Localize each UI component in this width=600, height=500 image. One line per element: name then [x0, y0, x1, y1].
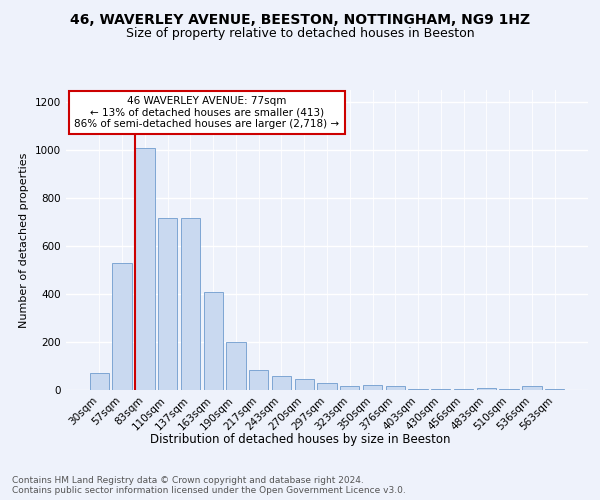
Text: 46 WAVERLEY AVENUE: 77sqm
← 13% of detached houses are smaller (413)
86% of semi: 46 WAVERLEY AVENUE: 77sqm ← 13% of detac…	[74, 96, 340, 129]
Bar	[499, 389, 519, 390]
Text: Contains HM Land Registry data © Crown copyright and database right 2024.
Contai: Contains HM Land Registry data © Crown c…	[12, 476, 406, 495]
Bar	[158, 218, 178, 390]
Bar	[112, 263, 132, 390]
Bar	[249, 370, 268, 390]
Text: Distribution of detached houses by size in Beeston: Distribution of detached houses by size …	[150, 432, 450, 446]
Bar	[135, 148, 155, 390]
Bar	[409, 389, 428, 390]
Bar	[181, 218, 200, 390]
Bar	[522, 386, 542, 390]
Bar	[226, 342, 245, 390]
Bar	[90, 373, 109, 390]
Text: 46, WAVERLEY AVENUE, BEESTON, NOTTINGHAM, NG9 1HZ: 46, WAVERLEY AVENUE, BEESTON, NOTTINGHAM…	[70, 12, 530, 26]
Bar	[272, 376, 291, 390]
Bar	[454, 389, 473, 390]
Y-axis label: Number of detached properties: Number of detached properties	[19, 152, 29, 328]
Bar	[363, 385, 382, 390]
Bar	[545, 389, 564, 390]
Bar	[203, 292, 223, 390]
Bar	[340, 386, 359, 390]
Bar	[476, 388, 496, 390]
Bar	[317, 383, 337, 390]
Bar	[386, 386, 405, 390]
Bar	[295, 379, 314, 390]
Text: Size of property relative to detached houses in Beeston: Size of property relative to detached ho…	[125, 28, 475, 40]
Bar	[431, 389, 451, 390]
